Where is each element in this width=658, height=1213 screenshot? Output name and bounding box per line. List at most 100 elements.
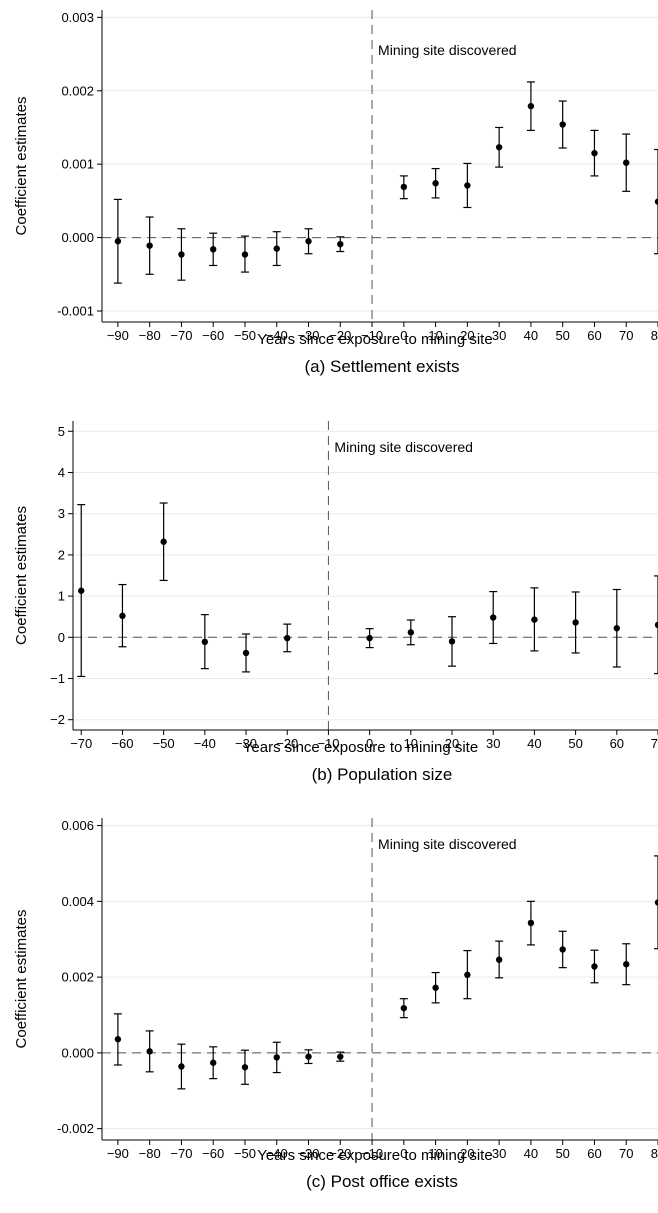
- y-tick-label: −1: [50, 671, 65, 686]
- y-tick-label: 0.003: [61, 10, 94, 25]
- data-point: [591, 149, 598, 157]
- x-tick-label: 10: [428, 328, 442, 343]
- x-tick-label: 20: [445, 736, 459, 751]
- x-tick-label: −80: [139, 1146, 161, 1161]
- x-tick-label: −20: [329, 328, 351, 343]
- data-point: [337, 1053, 344, 1060]
- x-tick-label: 60: [587, 1146, 601, 1161]
- data-point: [448, 638, 456, 645]
- x-tick-label: −50: [234, 1146, 256, 1161]
- data-point: [591, 963, 598, 970]
- data-point: [210, 1059, 217, 1066]
- y-tick-label: 3: [58, 506, 65, 521]
- x-tick-label: −30: [297, 328, 319, 343]
- x-tick-label: −60: [202, 328, 224, 343]
- x-tick-label: −60: [111, 736, 133, 751]
- data-point: [305, 238, 312, 245]
- data-point: [464, 182, 471, 189]
- y-tick-label: 0.000: [61, 1045, 94, 1060]
- x-tick-label: 20: [460, 328, 474, 343]
- x-tick-label: −50: [234, 328, 256, 343]
- data-point: [305, 1053, 312, 1060]
- event-annotation: Mining site discovered: [334, 439, 473, 455]
- data-point: [242, 649, 250, 657]
- data-point: [284, 634, 291, 642]
- data-point: [400, 183, 408, 191]
- data-point: [464, 971, 471, 979]
- data-point: [613, 625, 621, 632]
- data-point: [178, 1063, 185, 1070]
- x-tick-label: −10: [317, 736, 339, 751]
- data-point: [146, 242, 153, 249]
- y-axis-title: Coefficient estimates: [13, 506, 30, 645]
- data-point: [654, 899, 658, 906]
- y-tick-label: -0.001: [57, 303, 94, 318]
- x-tick-label: 70: [619, 1146, 633, 1161]
- x-tick-label: 40: [524, 1146, 538, 1161]
- x-tick-label: 40: [527, 736, 541, 751]
- x-tick-label: 0: [400, 1146, 407, 1161]
- chart-settlement-exists: -0.001 0.000 0.001 0.002 0.003 −90 −80 −70 −60 −5…: [13, 10, 658, 376]
- y-axis-title: Coefficient estimates: [13, 910, 30, 1049]
- x-tick-label: 60: [587, 328, 601, 343]
- x-axis-title: Years since exposure to mining site: [257, 1147, 492, 1164]
- x-tick-label: −90: [107, 1146, 129, 1161]
- x-tick-label: −30: [235, 736, 257, 751]
- x-tick-label: 0: [366, 736, 373, 751]
- data-point: [527, 102, 535, 110]
- x-tick-label: −20: [329, 1146, 351, 1161]
- data-point: [178, 251, 185, 258]
- y-tick-label: 0.001: [61, 157, 94, 172]
- data-point: [241, 251, 249, 258]
- data-point: [432, 180, 439, 187]
- y-tick-label: 0.002: [61, 970, 94, 985]
- data-point: [160, 538, 167, 545]
- x-tick-label: 50: [568, 736, 582, 751]
- panel-caption: (a) Settlement exists: [305, 357, 460, 376]
- data-point: [114, 238, 122, 245]
- data-point: [623, 961, 630, 968]
- x-tick-label: 70: [619, 328, 633, 343]
- x-tick-label: −90: [107, 328, 129, 343]
- y-tick-label: 5: [58, 424, 65, 439]
- data-point: [654, 198, 658, 205]
- x-tick-label: −10: [361, 1146, 383, 1161]
- data-point: [241, 1064, 249, 1071]
- x-tick-label: −50: [153, 736, 175, 751]
- data-point: [366, 634, 373, 642]
- data-point: [572, 619, 579, 626]
- x-tick-label: −70: [70, 736, 92, 751]
- x-tick-label: 40: [524, 328, 538, 343]
- x-tick-label: 0: [400, 328, 407, 343]
- x-tick-label: 30: [486, 736, 500, 751]
- x-tick-label: 30: [492, 328, 506, 343]
- x-tick-label: −70: [170, 1146, 192, 1161]
- y-tick-label: -0.002: [57, 1121, 94, 1136]
- x-tick-label: −40: [266, 328, 288, 343]
- x-tick-label: −80: [139, 328, 161, 343]
- y-axis-title: Coefficient estimates: [13, 97, 30, 236]
- x-tick-label: −70: [170, 328, 192, 343]
- data-point: [527, 919, 535, 927]
- data-point: [623, 159, 630, 166]
- x-tick-label: −30: [297, 1146, 319, 1161]
- data-point: [119, 612, 126, 620]
- data-point: [495, 956, 503, 963]
- x-tick-label: −40: [266, 1146, 288, 1161]
- y-tick-label: 2: [58, 547, 65, 562]
- data-point: [531, 616, 538, 623]
- x-tick-label: −60: [202, 1146, 224, 1161]
- event-annotation: Mining site discovered: [378, 836, 517, 852]
- data-point: [559, 121, 566, 128]
- x-tick-label: 30: [492, 1146, 506, 1161]
- x-axis-title: Years since exposure to mining site: [257, 331, 492, 348]
- data-point: [210, 246, 217, 253]
- data-point: [201, 638, 209, 646]
- y-tick-label: −2: [50, 712, 65, 727]
- x-tick-label: 80: [651, 1146, 658, 1161]
- x-tick-label: 10: [428, 1146, 442, 1161]
- x-tick-label: 10: [404, 736, 418, 751]
- x-tick-label: 20: [460, 1146, 474, 1161]
- y-tick-label: 0.000: [61, 230, 94, 245]
